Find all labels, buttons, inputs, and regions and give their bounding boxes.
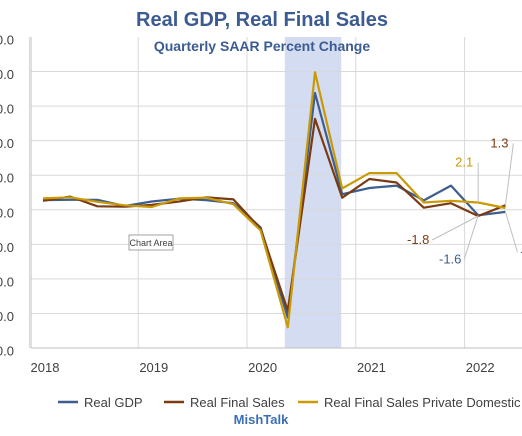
chart-area-tooltip: Chart Area bbox=[128, 234, 174, 251]
y-tick-label: -10.0 bbox=[0, 240, 14, 255]
data-label: -1.6 bbox=[439, 251, 461, 266]
chart-subtitle: Quarterly SAAR Percent Change bbox=[154, 38, 370, 54]
x-tick-label: 2022 bbox=[466, 360, 495, 375]
y-tick-label: 20.0 bbox=[0, 136, 14, 151]
y-tick-label: -40.0 bbox=[0, 344, 14, 359]
y-tick-label: 0.0 bbox=[0, 205, 14, 220]
annotation-leader bbox=[431, 215, 479, 241]
y-tick-label: 50.0 bbox=[0, 33, 14, 48]
y-tick-label: -30.0 bbox=[0, 309, 14, 324]
legend-item-label: Real GDP bbox=[84, 395, 143, 410]
data-label: -1.8 bbox=[407, 232, 429, 247]
data-label: 2.1 bbox=[455, 155, 473, 170]
data-label: -0.6 bbox=[520, 244, 522, 259]
x-tick-label: 2021 bbox=[357, 360, 386, 375]
x-tick-label: 2019 bbox=[139, 360, 168, 375]
annotation-leader bbox=[463, 215, 479, 260]
series-line-1 bbox=[42, 117, 506, 312]
chart-title: Real GDP, Real Final Sales bbox=[136, 9, 388, 31]
x-tick-label: 2018 bbox=[31, 360, 60, 375]
annotation-leader bbox=[504, 211, 518, 252]
legend: Real GDP Real Final Sales Real Final Sales… bbox=[58, 395, 521, 410]
x-tick-label: 2020 bbox=[248, 360, 277, 375]
annotation-leader bbox=[504, 143, 514, 206]
legend-item-label: Real Final Sales bbox=[190, 395, 285, 410]
y-tick-label: 30.0 bbox=[0, 102, 14, 117]
y-tick-label: 40.0 bbox=[0, 67, 14, 82]
y-tick-label: -20.0 bbox=[0, 274, 14, 289]
y-tick-label: 10.0 bbox=[0, 171, 14, 186]
chart-area-tooltip-text: Chart Area bbox=[129, 238, 172, 248]
data-label: 1.3 bbox=[490, 135, 508, 150]
series-line-2 bbox=[42, 71, 506, 329]
legend-item-label: Real Final Sales Private Domestic bbox=[324, 395, 521, 410]
source-label: MishTalk bbox=[234, 412, 289, 427]
